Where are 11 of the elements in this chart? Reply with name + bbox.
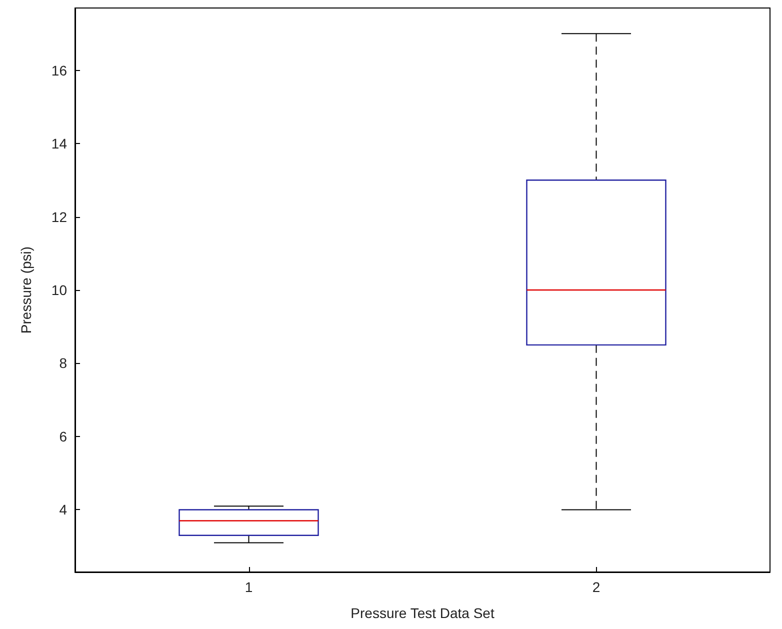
- y-tick-label: 4: [59, 502, 68, 518]
- y-tick-label: 6: [59, 428, 68, 444]
- y-axis-title: Pressure (psi): [18, 246, 34, 334]
- x-tick-label: 2: [592, 579, 600, 595]
- y-tick-label: 10: [51, 282, 68, 298]
- y-tick-label: 8: [59, 355, 68, 372]
- x-axis-title: Pressure Test Data Set: [350, 605, 494, 621]
- y-tick-label: 14: [51, 136, 68, 152]
- x-tick-label: 1: [244, 579, 253, 595]
- y-tick-label: 12: [51, 208, 68, 225]
- y-tick-label: 16: [51, 62, 68, 78]
